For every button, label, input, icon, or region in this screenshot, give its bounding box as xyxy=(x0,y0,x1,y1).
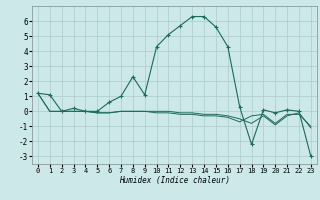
X-axis label: Humidex (Indice chaleur): Humidex (Indice chaleur) xyxy=(119,176,230,185)
